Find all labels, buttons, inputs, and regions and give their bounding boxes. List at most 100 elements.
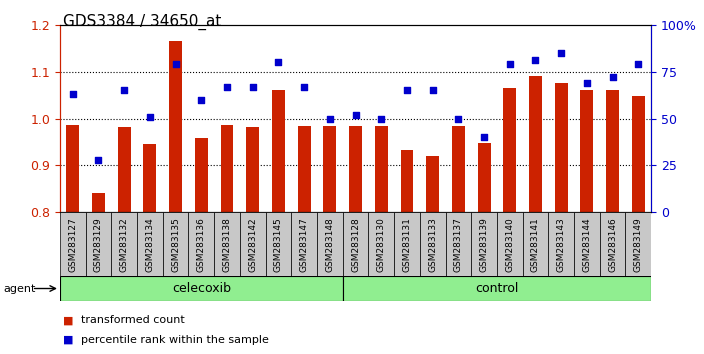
Bar xyxy=(137,212,163,276)
Text: GSM283149: GSM283149 xyxy=(634,217,643,272)
Point xyxy=(633,61,644,67)
Point xyxy=(555,50,567,56)
Point xyxy=(272,59,284,65)
Bar xyxy=(574,212,600,276)
Point xyxy=(582,80,593,86)
Bar xyxy=(632,96,645,354)
Text: GSM283128: GSM283128 xyxy=(351,217,360,272)
Bar xyxy=(92,193,105,354)
Bar xyxy=(298,126,310,354)
Point xyxy=(170,61,181,67)
Text: GSM283147: GSM283147 xyxy=(300,217,308,272)
Bar xyxy=(118,127,130,354)
Text: GDS3384 / 34650_at: GDS3384 / 34650_at xyxy=(63,14,222,30)
Text: ■: ■ xyxy=(63,335,74,345)
Bar xyxy=(368,212,394,276)
Point xyxy=(350,112,361,118)
Text: GSM283140: GSM283140 xyxy=(505,217,515,272)
Bar xyxy=(246,127,259,354)
Bar xyxy=(471,212,497,276)
Point xyxy=(144,114,156,120)
Bar xyxy=(606,90,619,354)
Point xyxy=(607,74,618,80)
Point xyxy=(376,116,387,121)
Point xyxy=(221,84,232,90)
Bar xyxy=(548,212,574,276)
Text: control: control xyxy=(475,282,519,295)
Text: GSM283142: GSM283142 xyxy=(249,217,257,272)
Bar xyxy=(555,84,567,354)
Bar xyxy=(477,143,491,354)
Text: GSM283138: GSM283138 xyxy=(222,217,232,272)
Text: agent: agent xyxy=(4,284,36,293)
Bar xyxy=(394,212,420,276)
Bar xyxy=(581,90,593,354)
Text: GSM283135: GSM283135 xyxy=(171,217,180,272)
Text: GSM283136: GSM283136 xyxy=(196,217,206,272)
Point xyxy=(67,91,78,97)
Text: GSM283127: GSM283127 xyxy=(68,217,77,272)
Bar xyxy=(600,212,625,276)
Text: GSM283130: GSM283130 xyxy=(377,217,386,272)
Text: ■: ■ xyxy=(63,315,74,325)
Point xyxy=(401,87,413,93)
Point xyxy=(298,84,310,90)
Bar xyxy=(349,126,362,354)
Text: GSM283141: GSM283141 xyxy=(531,217,540,272)
Text: GSM283148: GSM283148 xyxy=(325,217,334,272)
Text: GSM283134: GSM283134 xyxy=(145,217,154,272)
Point xyxy=(427,87,439,93)
Bar xyxy=(426,156,439,354)
Point xyxy=(453,116,464,121)
Bar xyxy=(446,212,471,276)
Bar xyxy=(343,212,368,276)
Text: GSM283133: GSM283133 xyxy=(428,217,437,272)
Text: GSM283146: GSM283146 xyxy=(608,217,617,272)
Bar xyxy=(265,212,291,276)
Bar xyxy=(220,125,234,354)
Bar xyxy=(420,212,446,276)
Point xyxy=(118,87,130,93)
Bar xyxy=(111,212,137,276)
Bar xyxy=(66,125,79,354)
Text: percentile rank within the sample: percentile rank within the sample xyxy=(81,335,269,345)
Bar xyxy=(86,212,111,276)
Text: GSM283129: GSM283129 xyxy=(94,217,103,272)
Bar xyxy=(625,212,651,276)
Text: GSM283145: GSM283145 xyxy=(274,217,283,272)
Bar xyxy=(272,90,285,354)
Bar xyxy=(291,212,317,276)
Bar xyxy=(497,212,522,276)
Text: GSM283143: GSM283143 xyxy=(557,217,566,272)
Bar xyxy=(522,212,548,276)
Point xyxy=(479,135,490,140)
Point xyxy=(93,157,104,163)
Text: celecoxib: celecoxib xyxy=(172,282,231,295)
Bar xyxy=(163,212,189,276)
Text: GSM283144: GSM283144 xyxy=(582,217,591,272)
Text: GSM283137: GSM283137 xyxy=(454,217,463,272)
Bar xyxy=(452,126,465,354)
Point xyxy=(530,58,541,63)
Bar xyxy=(60,276,343,301)
Bar xyxy=(195,138,208,354)
Bar xyxy=(214,212,240,276)
Point xyxy=(324,116,335,121)
Bar xyxy=(375,126,388,354)
Bar xyxy=(343,276,651,301)
Bar xyxy=(144,144,156,354)
Bar xyxy=(529,76,542,354)
Point xyxy=(196,97,207,103)
Text: transformed count: transformed count xyxy=(81,315,184,325)
Bar xyxy=(317,212,343,276)
Text: GSM283131: GSM283131 xyxy=(403,217,411,272)
Text: GSM283139: GSM283139 xyxy=(479,217,489,272)
Bar xyxy=(189,212,214,276)
Text: GSM283132: GSM283132 xyxy=(120,217,129,272)
Bar xyxy=(503,88,516,354)
Bar xyxy=(401,150,413,354)
Point xyxy=(247,84,258,90)
Bar xyxy=(169,41,182,354)
Bar xyxy=(323,126,337,354)
Point xyxy=(504,61,515,67)
